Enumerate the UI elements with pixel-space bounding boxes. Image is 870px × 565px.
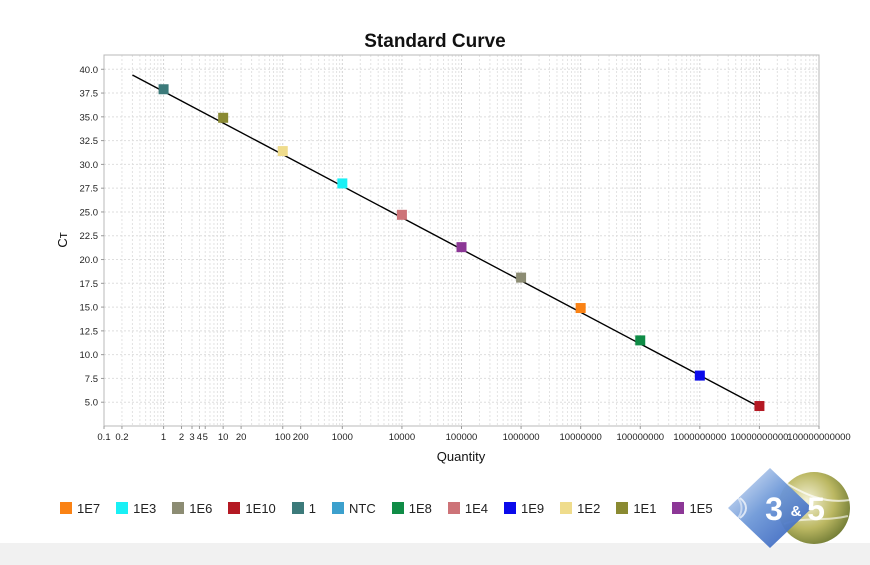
- data-point-1e8: [635, 335, 646, 346]
- data-point-1e2: [277, 146, 288, 157]
- legend-swatch: [391, 502, 404, 514]
- y-tick-label: 7.5: [85, 374, 98, 385]
- svg-text:&: &: [791, 503, 802, 520]
- x-tick-label: 200: [293, 432, 309, 443]
- data-point-1e10: [754, 401, 765, 412]
- legend-label: 1E10: [245, 500, 276, 516]
- legend-label: 1: [308, 500, 317, 516]
- legend-label: NTC: [349, 500, 376, 516]
- x-axis-ticks: 0.1 0.2 1 2 3 4 5 10 20 100 200 1000 10000 100000 1000…: [97, 426, 851, 443]
- legend-item: 1E3: [116, 501, 156, 516]
- legend-label: 1E8: [408, 500, 432, 516]
- x-tick-label: 1000000000: [673, 432, 726, 443]
- x-tick-label: 1: [161, 432, 166, 443]
- chart-title: Standard Curve: [364, 31, 505, 52]
- legend-label: 1E9: [521, 500, 545, 516]
- x-tick-label: 10000000: [560, 432, 602, 443]
- legend-label: 1E6: [189, 500, 213, 516]
- legend-swatch: [228, 502, 241, 514]
- legend-swatch: [447, 502, 460, 514]
- x-tick-label: 100000: [446, 432, 478, 443]
- data-point-1e7: [575, 303, 586, 314]
- legend-label: 1E7: [77, 500, 101, 516]
- x-tick-label: 4: [197, 432, 202, 443]
- y-tick-label: 35.0: [80, 112, 99, 123]
- y-tick-label: 30.0: [80, 160, 99, 171]
- svg-text:3: 3: [765, 491, 783, 527]
- legend: 1E7 1E3 1E6 1E10 1 NTC 1E8 1E4 1E9 1E2 1E1 1E5: [60, 499, 713, 517]
- data-point-1e1: [218, 112, 229, 123]
- y-tick-label: 17.5: [80, 279, 99, 290]
- data-point-1e9: [694, 370, 705, 381]
- legend-item: 1E10: [228, 500, 276, 516]
- x-tick-label: 10000: [389, 432, 415, 443]
- y-tick-label: 37.5: [80, 89, 99, 100]
- data-point-1e3: [337, 178, 348, 189]
- legend-swatch: [60, 502, 72, 514]
- legend-item: 1E5: [672, 500, 713, 516]
- y-tick-label: 32.5: [80, 136, 99, 147]
- legend-swatch: [560, 502, 573, 514]
- x-tick-label: 100: [275, 432, 291, 443]
- x-tick-label: 0.2: [115, 432, 128, 443]
- x-tick-label: 20: [236, 432, 247, 443]
- legend-swatch: [116, 502, 129, 514]
- x-tick-label: 1000000: [503, 432, 540, 443]
- y-axis-label: Cт: [55, 232, 70, 247]
- legend-swatch: [672, 502, 685, 514]
- legend-item: 1E7: [60, 501, 100, 516]
- y-tick-label: 25.0: [80, 207, 99, 218]
- x-tick-label: 1000: [332, 432, 353, 443]
- x-tick-label: 5: [203, 432, 208, 443]
- legend-item: 1E8: [391, 500, 432, 516]
- legend-swatch: [616, 502, 629, 514]
- y-tick-label: 40.0: [80, 65, 99, 76]
- legend-label: 1E3: [133, 500, 157, 516]
- standard-curve-fit-line: [132, 74, 760, 408]
- data-point-1: [158, 84, 169, 95]
- x-tick-label: 3: [189, 432, 194, 443]
- legend-label: 1E4: [464, 500, 489, 516]
- y-tick-label: 15.0: [80, 303, 99, 314]
- legend-swatch: [291, 502, 304, 514]
- x-tick-label: 100000000: [616, 432, 664, 443]
- legend-item: 1E6: [172, 501, 212, 516]
- y-tick-label: 5.0: [85, 398, 98, 409]
- legend-item: 1E9: [504, 501, 544, 516]
- x-tick-label: 100000000000: [787, 432, 850, 443]
- y-tick-label: 22.5: [80, 231, 99, 242]
- legend-item: 1: [291, 500, 317, 516]
- legend-label: 1E5: [689, 500, 713, 516]
- footer-band: [0, 543, 870, 565]
- y-tick-label: 27.5: [80, 184, 99, 195]
- data-point-1e6: [516, 272, 527, 283]
- legend-label: 1E2: [577, 500, 601, 516]
- legend-item: 1E1: [616, 501, 656, 516]
- legend-swatch: [332, 502, 345, 514]
- legend-item: NTC: [332, 501, 376, 516]
- x-tick-label: 10000000000: [730, 432, 788, 443]
- svg-text:5: 5: [807, 491, 825, 527]
- legend-swatch: [504, 502, 517, 514]
- legend-swatch: [172, 502, 185, 514]
- data-point-1e5: [456, 242, 467, 253]
- x-axis-label: Quantity: [437, 449, 486, 464]
- data-points: [158, 84, 765, 412]
- fit-line-group: [132, 74, 760, 408]
- standard-curve-chart: Standard Curve 0.1 0.2 1 2 3 4 5 10 20 100 200 1000…: [55, 31, 851, 464]
- three-and-five-logo: 3 & 5: [728, 468, 851, 548]
- x-tick-label: 2: [179, 432, 184, 443]
- x-tick-label: 10: [218, 432, 229, 443]
- grid: [103, 55, 819, 426]
- y-tick-label: 20.0: [80, 255, 99, 266]
- legend-label: 1E1: [633, 500, 657, 516]
- legend-item: 1E2: [560, 501, 600, 516]
- legend-item: 1E4: [447, 500, 489, 516]
- y-axis-ticks: 5.0 7.5 10.0 12.5 15.0 17.5 20.0 22.5 25.0 27.5 30…: [80, 65, 104, 409]
- x-tick-label: 0.1: [97, 432, 110, 443]
- data-point-1e4: [396, 209, 407, 220]
- y-tick-label: 10.0: [80, 350, 99, 361]
- y-tick-label: 12.5: [80, 326, 99, 337]
